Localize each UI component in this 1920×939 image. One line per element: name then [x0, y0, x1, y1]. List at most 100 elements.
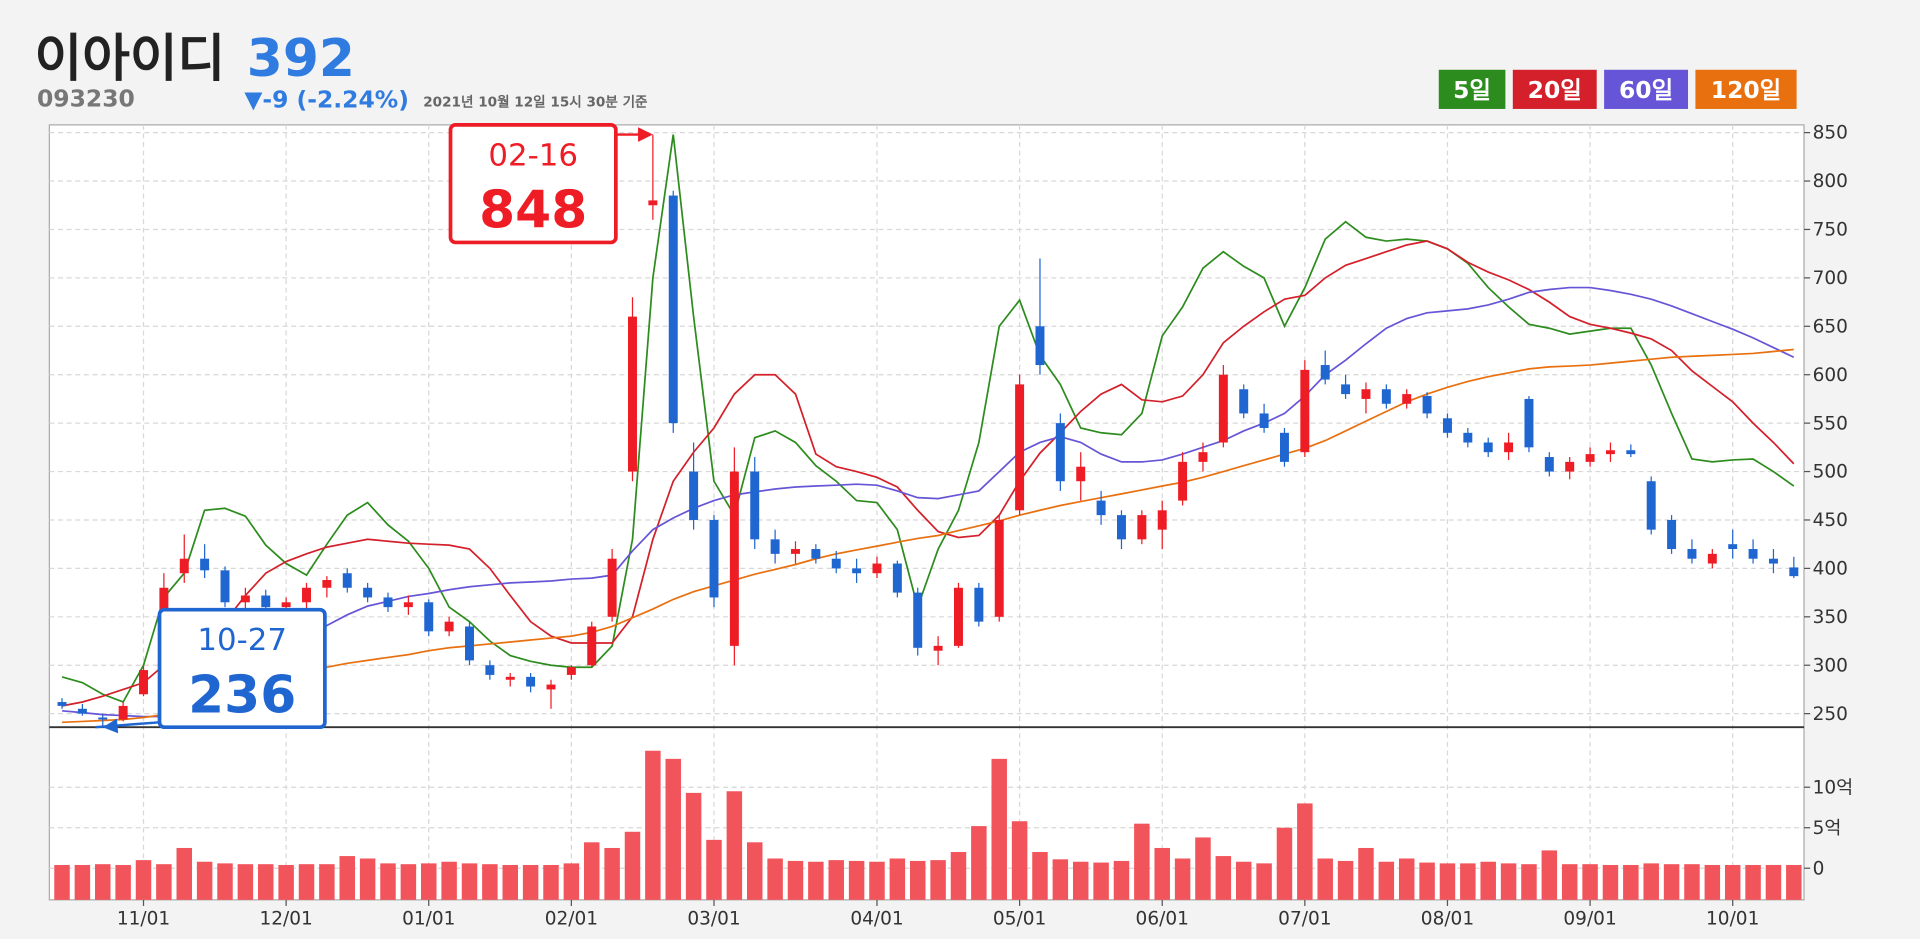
x-tick-label: 02/01 [545, 908, 598, 929]
y-tick-label: 800 [1813, 171, 1848, 192]
volume-bar [848, 860, 865, 900]
volume-bar [502, 864, 518, 900]
candle-body [1789, 567, 1799, 577]
y-tick-label: 650 [1813, 316, 1848, 337]
volume-bar [421, 863, 437, 900]
candle-body [1320, 365, 1330, 380]
candle-body [1178, 461, 1188, 501]
candle-body [1667, 519, 1677, 550]
volume-bar [1358, 847, 1374, 900]
candle-body [1524, 398, 1534, 448]
legend-swatch [1512, 69, 1597, 109]
candle-body [628, 316, 637, 472]
candle-body [607, 558, 617, 617]
x-tick-label: 08/01 [1421, 908, 1474, 929]
x-tick-label: 06/01 [1136, 908, 1189, 929]
candle-body [1605, 450, 1615, 455]
volume-bar [1256, 863, 1272, 900]
candle-body [566, 667, 576, 675]
volume-bar [1765, 864, 1782, 900]
candle-body [1198, 452, 1208, 462]
volume-bar [787, 860, 804, 900]
volume-bar [685, 792, 702, 900]
x-tick-label: 03/01 [687, 908, 740, 929]
volume-bar [1602, 864, 1619, 900]
volume-bar [522, 864, 539, 900]
candle-body [465, 626, 474, 661]
volume-bar [543, 864, 559, 900]
candle-body [648, 200, 658, 206]
y-tick-label: 600 [1813, 365, 1848, 386]
candle-body [1015, 384, 1025, 511]
volume-bar [909, 860, 926, 900]
volume-bar [1480, 861, 1496, 900]
volume-bar [400, 864, 417, 900]
x-tick-label: 09/01 [1563, 908, 1616, 929]
volume-bar [1460, 863, 1476, 900]
volume-bar [1072, 861, 1089, 900]
timestamp: 2021년 10월 12일 15시 30분 기준 [423, 94, 648, 111]
volume-bar [665, 758, 681, 900]
volume-bar [604, 847, 620, 900]
legend-swatch [1604, 69, 1689, 109]
volume-bar [1623, 864, 1639, 900]
candle-body [1239, 389, 1249, 414]
volume-bar [1541, 850, 1558, 900]
y-tick-label: 450 [1813, 510, 1848, 531]
candle-body [1300, 369, 1310, 453]
volume-bar [278, 864, 294, 900]
volume-bar [645, 750, 661, 900]
candle-body [1585, 454, 1595, 462]
candle-body [831, 558, 841, 569]
volume-bar [991, 758, 1007, 900]
y-tick-label: 350 [1813, 607, 1848, 628]
candle-body [587, 626, 597, 666]
candle-body [424, 602, 434, 632]
price-change: ▼-9 (-2.24%) [244, 86, 409, 114]
candle-body [240, 595, 250, 603]
volume-bar [1561, 864, 1578, 900]
volume-bar [1174, 858, 1191, 900]
x-tick-label: 10/01 [1706, 908, 1759, 929]
volume-bar [135, 860, 152, 900]
y-tick-label: 5억 [1813, 818, 1842, 839]
candle-body [1483, 442, 1493, 453]
callout-box [448, 123, 618, 245]
volume-bar [1500, 863, 1517, 900]
candle-body [118, 705, 128, 720]
candle-body [729, 471, 739, 646]
y-tick-label: 500 [1813, 462, 1848, 483]
candle-body [444, 621, 454, 632]
volume-bar [176, 847, 192, 900]
candle-body [220, 570, 230, 603]
candle-body [1279, 432, 1289, 462]
candle-body [1748, 549, 1758, 559]
candle-body [57, 702, 67, 706]
volume-bar [461, 863, 478, 900]
volume-bar [339, 856, 355, 900]
volume-bar [1297, 803, 1313, 900]
callout-value: 848 [479, 181, 587, 241]
volume-bar [74, 864, 91, 900]
volume-bar [808, 861, 824, 900]
candle-body [872, 563, 882, 574]
volume-bar [482, 864, 498, 900]
candle-body [546, 684, 556, 690]
legend-swatch [1438, 69, 1506, 109]
candle-body [750, 471, 760, 540]
volume-bar [1398, 858, 1415, 900]
candle-body [892, 563, 902, 593]
callout-date: 10-27 [197, 622, 287, 658]
y-tick-label: 700 [1813, 268, 1848, 289]
candle-body [281, 602, 291, 608]
candle-body [1218, 374, 1228, 443]
candle-body [1544, 457, 1554, 472]
volume-bar [1786, 864, 1802, 900]
volume-bar [1276, 827, 1293, 900]
volume-bar [869, 861, 885, 900]
volume-bar [828, 860, 844, 900]
volume-bar [380, 863, 396, 900]
candle-body [1707, 553, 1717, 564]
candle-body [852, 568, 862, 574]
volume-bar [1704, 864, 1721, 900]
